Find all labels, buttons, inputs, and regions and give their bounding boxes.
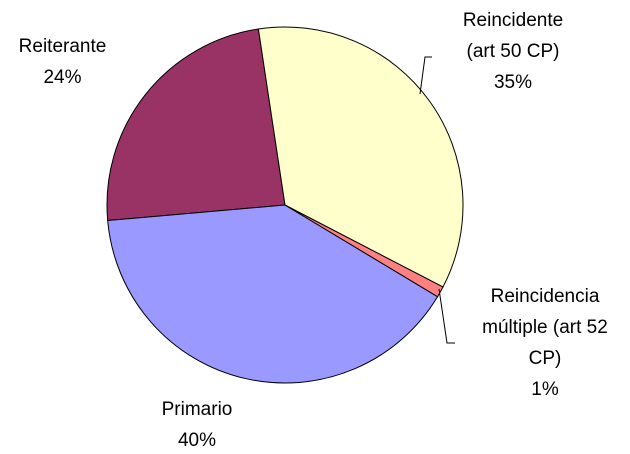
pie-slice: [106, 28, 286, 222]
value-label: 35%: [493, 72, 533, 93]
category-name: Primario: [161, 399, 233, 420]
value-label: 24%: [43, 67, 82, 88]
pie-slice: [257, 26, 464, 288]
category-name: Reiterante: [18, 36, 107, 57]
slice-label: Reincidente (art 50 CP) 35%: [448, 5, 578, 98]
slice-label: Reiterante 24%: [0, 31, 125, 93]
leader-line: [419, 56, 432, 95]
pie-slice: [107, 204, 439, 384]
value-label: 40%: [177, 430, 217, 451]
category-name: Reincidencia múltiple (art 52 CP): [482, 286, 608, 369]
category-name: Reincidente (art 50 CP): [462, 10, 564, 62]
leader-line: [438, 288, 455, 344]
slice-label: Primario 40%: [122, 394, 272, 454]
value-label: 1%: [531, 379, 559, 400]
slice-label: Reincidencia múltiple (art 52 CP) 1%: [470, 281, 620, 405]
